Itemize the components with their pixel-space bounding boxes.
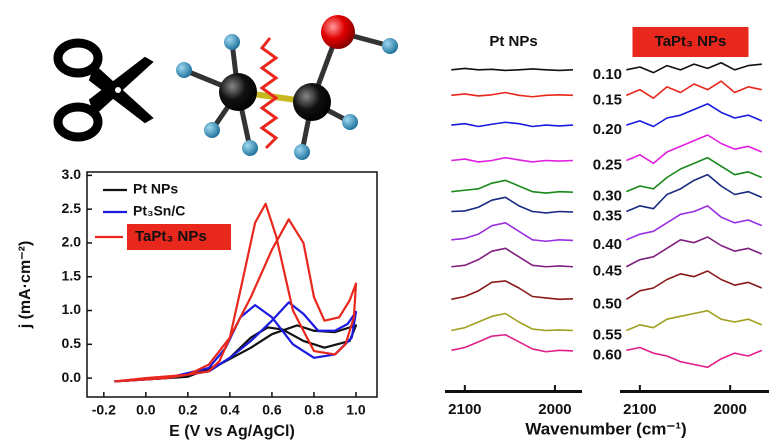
x-tick-label: 2000 xyxy=(713,401,746,418)
x-tick-label: 0.2 xyxy=(178,402,198,418)
legend-label: Pt₃Sn/C xyxy=(133,203,185,219)
x-axis-label: Wavenumber (cm⁻¹) xyxy=(525,419,686,438)
legend-label: Pt NPs xyxy=(133,181,178,197)
series-line xyxy=(451,314,573,331)
series-line xyxy=(451,158,573,162)
molecule xyxy=(176,15,398,160)
series-line xyxy=(626,311,761,331)
x-axis-label: E (V vs Ag/AgCl) xyxy=(169,423,295,440)
x-tick-label: 0.8 xyxy=(304,402,324,418)
x-axis-bar xyxy=(620,390,769,393)
series-line xyxy=(626,348,761,368)
legend-label: TaPt₃ NPs xyxy=(135,228,207,245)
scissors xyxy=(58,43,152,137)
y-tick-label: 1.0 xyxy=(62,301,82,317)
y-tick-label: 2.5 xyxy=(62,200,82,216)
x-tick-label: 0.0 xyxy=(136,402,156,418)
series-line xyxy=(626,158,761,192)
series-line xyxy=(626,104,761,127)
series-line xyxy=(626,206,761,240)
series-label: 0.15 xyxy=(593,91,622,108)
series-label: 0.20 xyxy=(593,121,622,138)
illustration xyxy=(58,15,398,160)
y-tick-label: 1.5 xyxy=(62,267,82,283)
charts: 0.0 0.5 1.0 1.5 2.0 2.5 3.0 -0.2 0.0 0.2 0.4 0.6 0.8… xyxy=(17,27,769,440)
series-label: 0.55 xyxy=(593,326,622,343)
series-label: 0.60 xyxy=(593,346,622,363)
series-line xyxy=(451,248,573,266)
x-tick-label: 2100 xyxy=(448,401,481,418)
x-tick-label: 0.6 xyxy=(262,402,282,418)
x-tick-label: 0.4 xyxy=(220,402,240,418)
series-line xyxy=(626,175,761,212)
y-tick-label: 2.0 xyxy=(62,234,82,250)
series-label: 0.45 xyxy=(593,263,622,280)
series-label: 0.35 xyxy=(593,207,622,224)
series-line xyxy=(451,122,573,126)
series-label: 0.30 xyxy=(593,188,622,205)
series-line xyxy=(451,180,573,193)
series-label: 0.40 xyxy=(593,236,622,253)
x-tick-label: -0.2 xyxy=(92,402,116,418)
panel-title: TaPt₃ NPs xyxy=(655,33,727,50)
y-tick-label: 0.0 xyxy=(62,369,82,385)
series-line xyxy=(626,237,761,267)
x-tick-label: 2000 xyxy=(538,401,571,418)
series-line xyxy=(626,81,761,98)
panel-title: Pt NPs xyxy=(489,33,537,50)
series-line xyxy=(451,93,573,97)
plot-frame xyxy=(87,172,377,397)
series-label: 0.50 xyxy=(593,295,622,312)
series-line xyxy=(451,197,573,213)
series-line xyxy=(451,281,573,299)
series-line xyxy=(626,135,761,163)
series-label: 0.25 xyxy=(593,156,622,173)
series-line xyxy=(626,271,761,299)
y-axis-label: j (mA·cm⁻²) xyxy=(17,241,34,330)
x-axis-bar xyxy=(445,390,582,393)
x-tick-label: 1.0 xyxy=(346,402,366,418)
series-label: 0.10 xyxy=(593,66,622,83)
series-line xyxy=(451,223,573,241)
x-tick-label: 2100 xyxy=(623,401,656,418)
series-line xyxy=(451,335,573,352)
series-line xyxy=(451,68,573,70)
y-tick-label: 3.0 xyxy=(62,166,82,182)
series-line xyxy=(626,63,761,73)
figure: 0.0 0.5 1.0 1.5 2.0 2.5 3.0 -0.2 0.0 0.2 0.4 0.6 0.8… xyxy=(0,0,769,441)
y-tick-label: 0.5 xyxy=(62,335,82,351)
